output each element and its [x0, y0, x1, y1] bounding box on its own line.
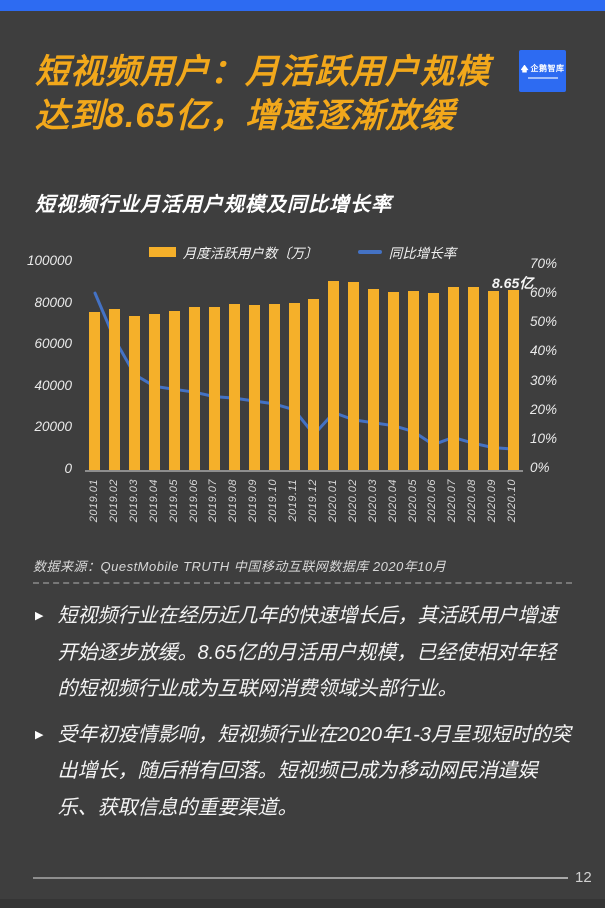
bar-2019.06: [189, 306, 200, 470]
bar-2020.01: [328, 280, 340, 470]
x-label-2020.03: 2020.03: [366, 479, 379, 523]
bar-2019.04: [149, 314, 161, 470]
x-label-2020.05: 2020.05: [406, 479, 419, 523]
y-tick-left-0: 0: [64, 461, 72, 476]
bar-2019.09: [248, 304, 260, 470]
x-label-2020.06: 2020.06: [426, 479, 439, 523]
bullet-item: ▶ 短视频行业在经历近几年的快速增长后，其活跃用户增速开始逐步放缓。8.65亿的…: [35, 598, 575, 708]
legend-item-line: 同比增长率: [357, 242, 457, 262]
y-tick-right-70%: 70%: [530, 256, 558, 271]
legend-label-line: 同比增长率: [388, 246, 457, 261]
bar-2020.09: [487, 291, 499, 470]
bar-2019.08: [228, 303, 240, 470]
bar-2019.12: [308, 299, 320, 470]
y-tick-right-10%: 10%: [530, 430, 558, 446]
peak-annotation: 8.65亿: [492, 275, 534, 291]
y-tick-left-20000: 20000: [34, 419, 72, 435]
x-label-2019.05: 2019.05: [167, 479, 180, 523]
logo-subtitle-line: [527, 77, 558, 79]
penguin-logo-icon: [520, 64, 529, 73]
growth-rate-line-chart: [93, 291, 515, 451]
x-label-2019.10: 2019.10: [267, 479, 280, 523]
y-tick-right-20%: 20%: [530, 401, 558, 417]
brand-logo: 企鹅智库: [519, 50, 566, 92]
y-tick-right-50%: 50%: [530, 314, 558, 330]
x-label-2019.09: 2019.09: [247, 479, 260, 523]
page-title-line2: 达到8.65亿，增速逐渐放缓: [35, 97, 456, 135]
x-label-2020.02: 2020.02: [346, 479, 359, 523]
legend-label-bars: 月度活跃用户数〔万〕: [182, 246, 318, 261]
bullet-item: ▶ 受年初疫情影响，短视频行业在2020年1-3月呈现短时的突出增长，随后稍有回…: [35, 717, 575, 827]
plot-area: [85, 262, 523, 472]
bar-2020.06: [427, 293, 439, 470]
x-label-2019.01: 2019.01: [87, 479, 100, 523]
bar-2019.05: [169, 310, 181, 470]
bar-2019.01: [89, 311, 101, 470]
bar-2020.10: [507, 290, 519, 470]
x-label-2019.02: 2019.02: [107, 479, 120, 523]
y-tick-right-30%: 30%: [530, 372, 558, 388]
logo-text: 企鹅智库: [530, 64, 565, 73]
x-label-2020.04: 2020.04: [386, 479, 399, 523]
trend-line: [93, 291, 515, 451]
x-label-2019.03: 2019.03: [127, 479, 140, 523]
bullet-text: 短视频行业在经历近几年的快速增长后，其活跃用户增速开始逐步放缓。8.65亿的月活…: [57, 605, 558, 700]
bullet-triangle-icon: ▶: [35, 728, 44, 741]
x-label-2019.11: 2019.11: [287, 479, 300, 522]
bar-series-swatch-icon: [148, 247, 176, 257]
y-tick-left-100000: 100000: [26, 253, 72, 268]
x-axis-labels: 2019.01 2019.02 2019.03 2019.04 2019.05 2019.…: [85, 477, 523, 547]
top-accent-bar: [0, 0, 605, 11]
x-label-2020.08: 2020.08: [466, 479, 479, 523]
bullet-triangle-icon: ▶: [35, 610, 44, 622]
page-title-line1: 短视频用户：月活跃用户规模: [35, 53, 490, 91]
y-axis-left: 100000 80000 60000 40000 20000 0: [0, 253, 78, 476]
footer-divider: [33, 877, 568, 879]
x-label-2019.12: 2019.12: [306, 479, 319, 523]
page-title: 短视频用户：月活跃用户规模 达到8.65亿，增速逐渐放缓: [35, 50, 515, 138]
y-tick-left-80000: 80000: [34, 294, 72, 310]
bar-2019.10: [268, 303, 280, 470]
bar-2019.11: [288, 302, 300, 470]
y-tick-right-40%: 40%: [530, 343, 558, 359]
bar-2020.03: [368, 289, 380, 470]
bar-2020.07: [447, 286, 459, 470]
bar-2020.04: [388, 292, 400, 470]
bottom-edge: [0, 899, 605, 908]
x-label-2019.08: 2019.08: [227, 479, 240, 523]
x-label-2019.04: 2019.04: [147, 479, 160, 523]
y-tick-left-40000: 40000: [34, 377, 72, 393]
y-tick-left-60000: 60000: [34, 336, 72, 352]
bullet-list: ▶ 短视频行业在经历近几年的快速增长后，其活跃用户增速开始逐步放缓。8.65亿的…: [35, 598, 575, 835]
bullet-text: 受年初疫情影响，短视频行业在2020年1-3月呈现短时的突出增长，随后稍有回落。…: [57, 723, 571, 819]
page-number: 12: [575, 869, 592, 886]
bar-2020.02: [348, 281, 360, 470]
x-label-2020.01: 2020.01: [326, 479, 339, 523]
dashed-divider: [33, 582, 572, 584]
x-label-2020.07: 2020.07: [446, 479, 459, 523]
y-axis-right: 70% 60% 50% 40% 30% 20% 10% 0%: [530, 256, 590, 475]
bar-2020.08: [467, 286, 479, 470]
source-note: 数据来源：QuestMobile TRUTH 中国移动互联网数据库 2020年1…: [33, 559, 447, 574]
bar-2019.07: [208, 306, 220, 470]
x-label-2020.10: 2020.10: [506, 479, 519, 523]
chart-title: 短视频行业月活用户规模及同比增长率: [35, 194, 392, 216]
bar-2019.03: [129, 316, 141, 470]
chart-legend: 月度活跃用户数〔万〕 同比增长率: [0, 242, 605, 262]
bar-2019.02: [109, 308, 121, 470]
y-tick-right-60%: 60%: [530, 285, 558, 301]
y-tick-right-0%: 0%: [530, 460, 550, 475]
legend-item-bars: 月度活跃用户数〔万〕: [148, 242, 318, 262]
x-label-2019.06: 2019.06: [187, 479, 200, 523]
logo-row: 企鹅智库: [520, 63, 565, 74]
x-label-2019.07: 2019.07: [207, 479, 220, 523]
line-series-swatch-icon: [357, 250, 382, 254]
bar-2020.05: [408, 291, 419, 470]
x-label-2020.09: 2020.09: [486, 479, 499, 523]
